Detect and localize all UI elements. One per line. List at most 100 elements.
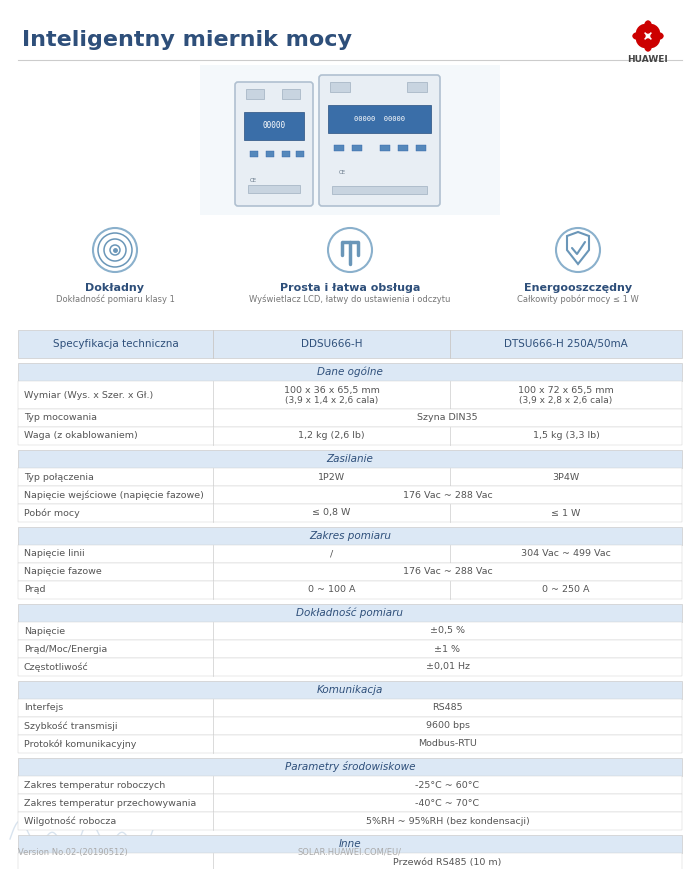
Ellipse shape (650, 37, 659, 47)
Text: /: / (330, 549, 333, 559)
Text: Szyna DIN35: Szyna DIN35 (417, 414, 478, 422)
Text: 176 Vac ~ 288 Vac: 176 Vac ~ 288 Vac (402, 567, 492, 576)
Bar (398, 145, 408, 151)
Text: 1,5 kg (3,3 lb): 1,5 kg (3,3 lb) (533, 432, 599, 441)
Text: CE: CE (338, 170, 346, 176)
Bar (18, 658, 682, 676)
Bar (244, 112, 304, 140)
Text: DDSU666-H: DDSU666-H (301, 339, 363, 349)
Bar (246, 89, 264, 99)
Bar (330, 82, 350, 92)
Bar (18, 717, 682, 735)
Text: CE: CE (249, 177, 257, 182)
Text: 00000: 00000 (262, 122, 286, 130)
Bar (332, 186, 427, 194)
Text: 176 Vac ~ 288 Vac: 176 Vac ~ 288 Vac (402, 490, 492, 500)
Text: Częstotliwość: Częstotliwość (24, 662, 89, 672)
Text: Napięcie wejściowe (napięcie fazowe): Napięcie wejściowe (napięcie fazowe) (24, 490, 204, 500)
Text: 00000  00000: 00000 00000 (354, 116, 405, 122)
Bar (296, 151, 304, 157)
Text: Zasilanie: Zasilanie (327, 454, 373, 464)
Text: ≤ 0,8 W: ≤ 0,8 W (312, 508, 351, 518)
Text: Energooszczędny: Energooszczędny (524, 283, 632, 293)
Text: 100 x 72 x 65,5 mm: 100 x 72 x 65,5 mm (518, 387, 614, 395)
Text: 0 ~ 250 A: 0 ~ 250 A (542, 586, 589, 594)
Bar (352, 145, 362, 151)
Text: DTSU666-H 250A/50mA: DTSU666-H 250A/50mA (504, 339, 628, 349)
Bar (248, 185, 300, 193)
Ellipse shape (633, 32, 645, 39)
Bar (18, 409, 682, 427)
Bar (18, 835, 682, 853)
Text: Prąd/Moc/Energia: Prąd/Moc/Energia (24, 645, 107, 653)
Text: Inne: Inne (339, 839, 361, 849)
Text: Całkowity pobór mocy ≤ 1 W: Całkowity pobór mocy ≤ 1 W (517, 295, 639, 304)
Text: Wyświetlacz LCD, łatwy do ustawienia i odczytu: Wyświetlacz LCD, łatwy do ustawienia i o… (249, 295, 451, 304)
Text: Napięcie: Napięcie (24, 627, 65, 635)
Bar (328, 105, 431, 133)
Bar (18, 776, 682, 794)
Text: ±1 %: ±1 % (435, 645, 461, 653)
Bar (380, 145, 390, 151)
Text: SOLAR.HUAWEI.COM/EU/: SOLAR.HUAWEI.COM/EU/ (298, 847, 402, 857)
Ellipse shape (637, 37, 647, 47)
Text: Typ połączenia: Typ połączenia (24, 473, 94, 481)
FancyBboxPatch shape (319, 75, 440, 206)
Text: (3,9 x 1,4 x 2,6 cala): (3,9 x 1,4 x 2,6 cala) (285, 395, 378, 405)
Text: Version No.02-(20190512): Version No.02-(20190512) (18, 847, 127, 857)
Text: 1P2W: 1P2W (318, 473, 345, 481)
Bar (18, 640, 682, 658)
Text: ±0,01 Hz: ±0,01 Hz (426, 662, 470, 672)
Bar (282, 89, 300, 99)
Text: Zakres temperatur roboczych: Zakres temperatur roboczych (24, 780, 165, 790)
Text: Zakres pomiaru: Zakres pomiaru (309, 531, 391, 541)
Bar (18, 735, 682, 753)
Bar (18, 486, 682, 504)
Text: HUAWEI: HUAWEI (628, 56, 668, 64)
Text: 3P4W: 3P4W (552, 473, 580, 481)
Text: Prosta i łatwa obsługa: Prosta i łatwa obsługa (280, 283, 420, 293)
Text: Dokładność pomiaru: Dokładność pomiaru (297, 607, 403, 619)
Ellipse shape (645, 21, 652, 33)
Text: 1,2 kg (2,6 lb): 1,2 kg (2,6 lb) (298, 432, 365, 441)
Circle shape (328, 228, 372, 272)
Text: Prąd: Prąd (24, 586, 46, 594)
Text: Pobór mocy: Pobór mocy (24, 508, 80, 518)
FancyBboxPatch shape (235, 82, 313, 206)
Text: Waga (z okablowaniem): Waga (z okablowaniem) (24, 432, 138, 441)
Bar (18, 527, 682, 545)
Text: Napięcie linii: Napięcie linii (24, 549, 85, 559)
Bar (18, 853, 682, 869)
Text: Modbus-RTU: Modbus-RTU (418, 740, 477, 748)
Text: ±0,5 %: ±0,5 % (430, 627, 465, 635)
Text: Wilgotność robocza: Wilgotność robocza (24, 816, 116, 826)
Bar (18, 758, 682, 776)
Text: Zakres temperatur przechowywania: Zakres temperatur przechowywania (24, 799, 196, 807)
Ellipse shape (645, 39, 652, 51)
Text: Interfejs: Interfejs (24, 704, 63, 713)
Circle shape (556, 228, 600, 272)
Bar (18, 563, 682, 581)
Bar (18, 581, 682, 599)
Bar (18, 330, 682, 358)
Text: -40°C ~ 70°C: -40°C ~ 70°C (415, 799, 480, 807)
Ellipse shape (650, 24, 659, 35)
Bar (18, 363, 682, 381)
Bar (407, 82, 427, 92)
Bar (18, 468, 682, 486)
Text: 5%RH ~ 95%RH (bez kondensacji): 5%RH ~ 95%RH (bez kondensacji) (365, 817, 529, 826)
Ellipse shape (637, 24, 647, 35)
Text: RS485: RS485 (432, 704, 463, 713)
Text: 304 Vac ~ 499 Vac: 304 Vac ~ 499 Vac (521, 549, 611, 559)
Text: Komunikacja: Komunikacja (317, 685, 383, 695)
Bar (334, 145, 344, 151)
Text: Protokół komunikacyjny: Protokół komunikacyjny (24, 740, 136, 749)
Bar (18, 545, 682, 563)
Text: Dokładny: Dokładny (85, 283, 144, 293)
Text: Specyfikacja techniczna: Specyfikacja techniczna (52, 339, 178, 349)
Text: Przewód RS485 (10 m): Przewód RS485 (10 m) (393, 858, 502, 866)
Text: Napięcie fazowe: Napięcie fazowe (24, 567, 101, 576)
Bar (282, 151, 290, 157)
Text: ≤ 1 W: ≤ 1 W (552, 508, 581, 518)
Bar (18, 699, 682, 717)
